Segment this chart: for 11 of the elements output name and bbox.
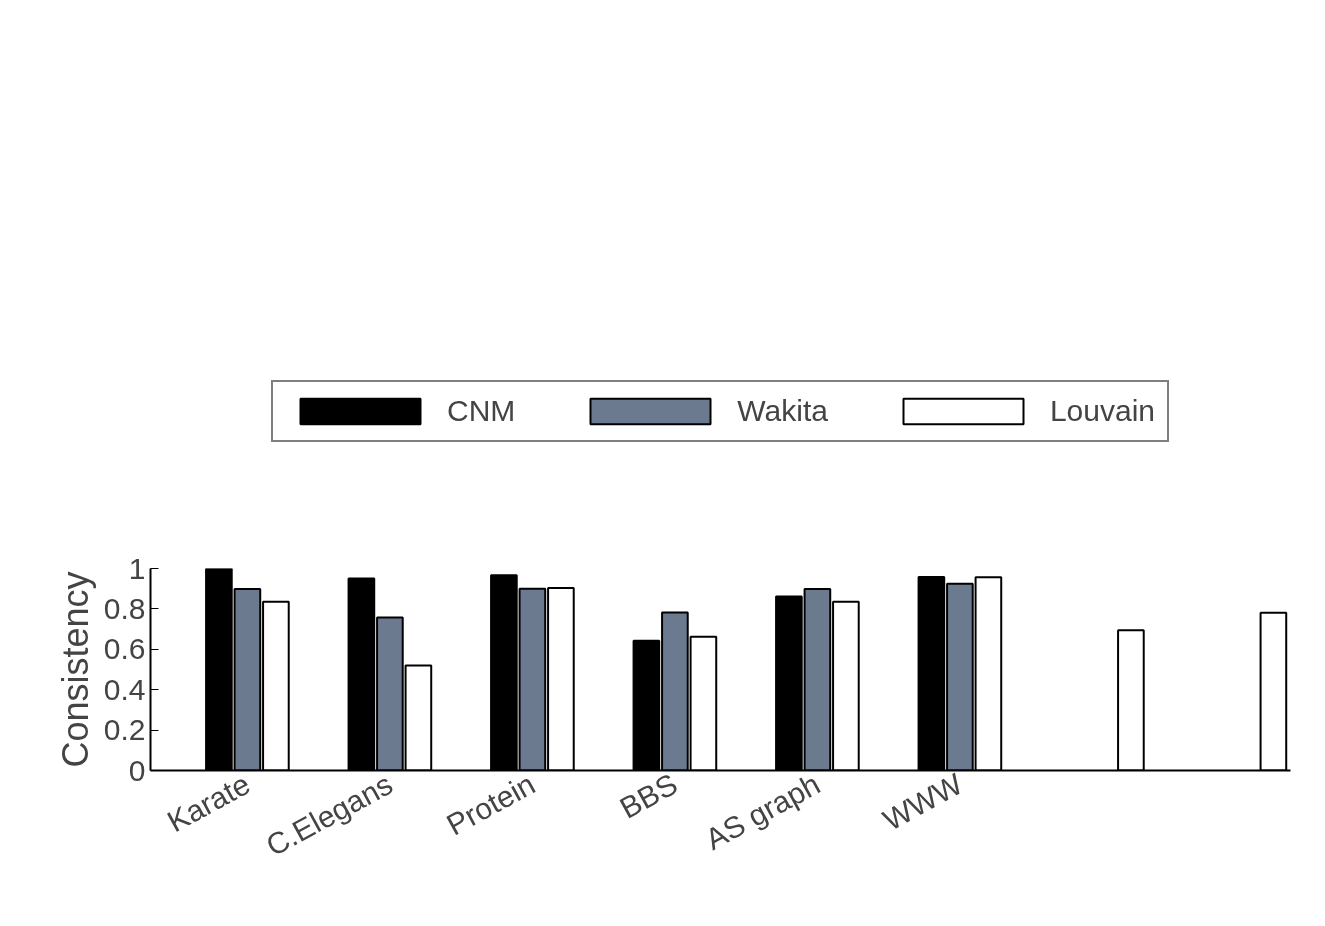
x-tick-label: BBS (614, 767, 683, 825)
legend-label: CNM (447, 393, 516, 428)
legend-label: Wakita (737, 393, 828, 428)
legend-label: Louvain (1049, 393, 1155, 428)
y-tick-label: 0.4 (103, 672, 146, 706)
y-tick-label: 0.8 (103, 591, 146, 625)
y-axis-title: Consistency (54, 571, 96, 768)
y-tick-label: 0.2 (103, 713, 146, 747)
y-tick-label: 0 (128, 753, 146, 787)
y-tick-label: 1 (128, 551, 146, 585)
y-tick-label: 0.6 (103, 632, 146, 666)
